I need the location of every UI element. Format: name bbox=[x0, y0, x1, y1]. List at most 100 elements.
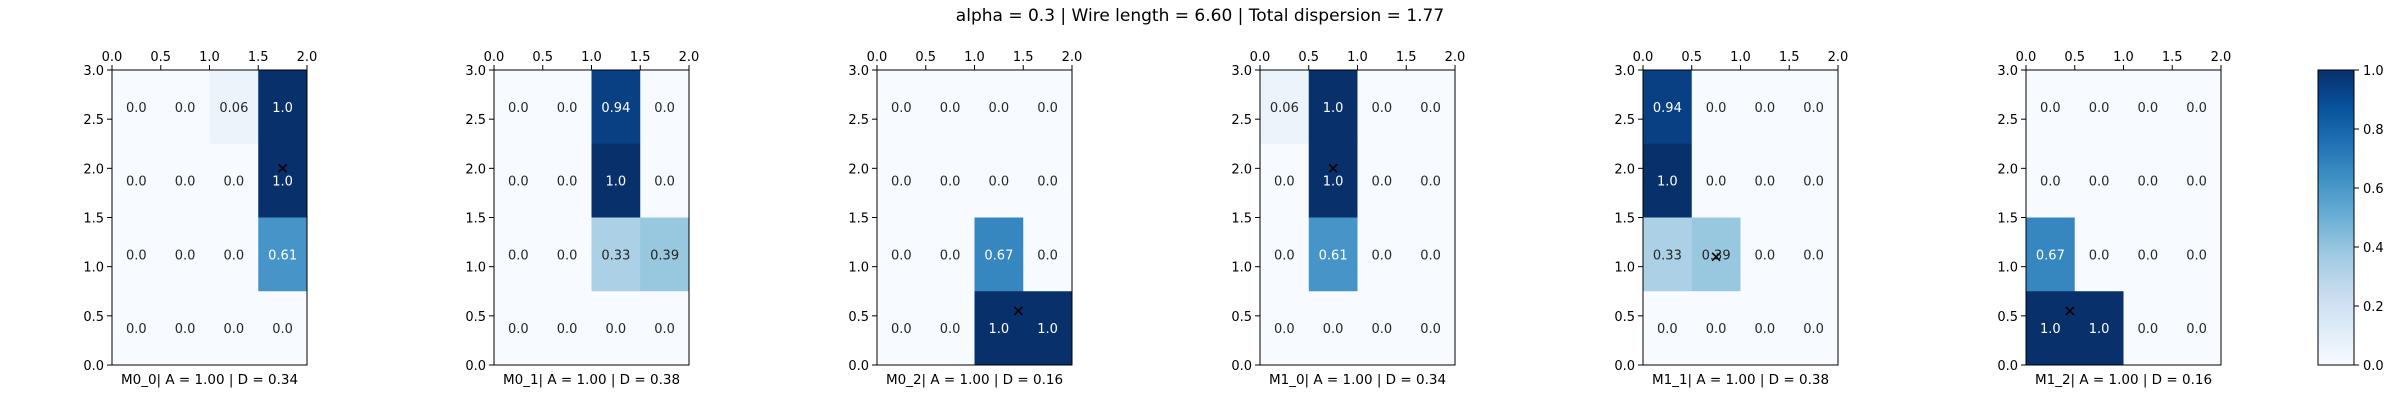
cell-value-label: 0.0 bbox=[891, 175, 912, 190]
y-tick-label: 3.0 bbox=[848, 64, 869, 79]
heatmap-cell bbox=[2026, 70, 2076, 145]
x-tick-label: 1.0 bbox=[1347, 50, 1368, 65]
cell-value-label: 0.39 bbox=[650, 248, 679, 263]
cell-value-label: 0.0 bbox=[508, 248, 529, 263]
cell-value-label: 0.0 bbox=[126, 175, 147, 190]
y-tick-label: 3.0 bbox=[83, 64, 104, 79]
panel-caption: M0_0| A = 1.00 | D = 0.34 bbox=[121, 372, 298, 388]
heatmap-cell bbox=[209, 217, 259, 292]
colorbar-tick-label: 0.0 bbox=[2363, 359, 2384, 374]
heatmap-cell bbox=[258, 291, 308, 366]
cell-value-label: 0.0 bbox=[989, 175, 1010, 190]
heatmap-cell bbox=[640, 291, 690, 366]
y-tick-label: 3.0 bbox=[1997, 64, 2018, 79]
heatmap-cell bbox=[1308, 70, 1358, 145]
cell-value-label: 0.0 bbox=[224, 175, 245, 190]
cell-value-label: 0.0 bbox=[1274, 175, 1295, 190]
x-tick-label: 1.0 bbox=[2113, 50, 2134, 65]
x-tick-label: 0.5 bbox=[1298, 50, 1319, 65]
cell-value-label: 1.0 bbox=[1657, 175, 1678, 190]
x-tick-label: 1.5 bbox=[1396, 50, 1417, 65]
cell-value-label: 0.0 bbox=[1372, 101, 1393, 116]
y-tick-label: 0.0 bbox=[1997, 359, 2018, 374]
heatmap-cell bbox=[1260, 217, 1310, 292]
cell-value-label: 0.0 bbox=[557, 175, 578, 190]
heatmap-cell bbox=[640, 217, 690, 292]
heatmap-panel: 0.0 0.0 0.06 1.0 0.0 0.0 0.0 1.0 0.0 0.0 0.0 0.61 0.… bbox=[83, 50, 317, 388]
heatmap-cell bbox=[1308, 291, 1358, 366]
heatmap-cell bbox=[1406, 70, 1456, 145]
heatmap-cell bbox=[1406, 291, 1456, 366]
cell-value-label: 0.94 bbox=[601, 101, 630, 116]
x-marker bbox=[278, 163, 288, 173]
cell-value-label: 0.0 bbox=[1372, 248, 1393, 263]
cell-value-label: 0.0 bbox=[891, 322, 912, 337]
x-tick-label: 0.0 bbox=[1633, 50, 1654, 65]
y-tick-label: 2.5 bbox=[848, 113, 869, 128]
heatmap-cell bbox=[2123, 143, 2173, 218]
x-tick-label: 0.0 bbox=[2016, 50, 2037, 65]
x-tick-label: 0.0 bbox=[484, 50, 505, 65]
cell-value-label: 0.06 bbox=[219, 101, 248, 116]
heatmap-cell bbox=[1691, 70, 1741, 145]
x-tick-label: 0.5 bbox=[150, 50, 171, 65]
y-tick-label: 1.5 bbox=[848, 212, 869, 227]
cell-value-label: 0.0 bbox=[1037, 175, 1058, 190]
heatmap-cell bbox=[494, 70, 544, 145]
heatmap-cell bbox=[1740, 143, 1790, 218]
y-tick-label: 2.5 bbox=[1231, 113, 1252, 128]
cell-value-label: 0.0 bbox=[1755, 248, 1776, 263]
heatmap-cell bbox=[1740, 291, 1790, 366]
y-tick-label: 1.0 bbox=[83, 261, 104, 276]
heatmap-cell bbox=[1357, 70, 1407, 145]
heatmap-panel: 0.0 0.0 0.0 0.0 0.0 0.0 0.0 0.0 0.0 0.0 0.67 0.0 0.0… bbox=[848, 50, 1082, 388]
heatmap-cell bbox=[1357, 291, 1407, 366]
cell-value-label: 0.0 bbox=[557, 322, 578, 337]
cell-value-label: 0.0 bbox=[2089, 101, 2110, 116]
x-tick-label: 2.0 bbox=[1828, 50, 1849, 65]
x-tick-label: 2.0 bbox=[1062, 50, 1083, 65]
heatmap-cell bbox=[1023, 70, 1073, 145]
heatmap-cell bbox=[2026, 143, 2076, 218]
heatmap-panel: 0.06 1.0 0.0 0.0 0.0 1.0 0.0 0.0 0.0 0.61 0.0 0.0 0.… bbox=[1231, 50, 1465, 388]
x-tick-label: 1.5 bbox=[1779, 50, 1800, 65]
cell-value-label: 0.0 bbox=[2186, 101, 2207, 116]
cell-value-label: 1.0 bbox=[989, 322, 1010, 337]
heatmap-cell bbox=[542, 143, 592, 218]
heatmap-cell bbox=[160, 217, 210, 292]
panel-caption: M1_2| A = 1.00 | D = 0.16 bbox=[2035, 372, 2212, 388]
heatmap-cell bbox=[974, 291, 1024, 366]
cell-value-label: 0.0 bbox=[2186, 175, 2207, 190]
heatmap-cell bbox=[494, 143, 544, 218]
y-tick-label: 1.5 bbox=[1614, 212, 1635, 227]
heatmap-cell bbox=[160, 70, 210, 145]
x-marker bbox=[1328, 163, 1338, 173]
heatmap-cell bbox=[925, 143, 975, 218]
x-tick-label: 1.5 bbox=[630, 50, 651, 65]
heatmap-cell bbox=[925, 217, 975, 292]
colorbar-tick-label: 0.4 bbox=[2363, 241, 2384, 256]
heatmap-cell bbox=[542, 70, 592, 145]
x-tick-label: 0.5 bbox=[532, 50, 553, 65]
heatmap-cell bbox=[640, 70, 690, 145]
cell-value-label: 0.0 bbox=[940, 248, 961, 263]
cell-value-label: 0.0 bbox=[606, 322, 627, 337]
x-tick-label: 1.5 bbox=[1013, 50, 1034, 65]
cell-value-label: 0.0 bbox=[1323, 322, 1344, 337]
heatmap-cell bbox=[542, 291, 592, 366]
heatmap-cell bbox=[258, 217, 308, 292]
cell-value-label: 0.0 bbox=[1755, 101, 1776, 116]
heatmap-cell bbox=[542, 217, 592, 292]
y-tick-label: 1.0 bbox=[848, 261, 869, 276]
y-tick-label: 0.0 bbox=[848, 359, 869, 374]
y-tick-label: 0.5 bbox=[83, 310, 104, 325]
y-tick-label: 2.0 bbox=[465, 162, 486, 177]
heatmap-cell bbox=[1691, 291, 1741, 366]
heatmap-cell bbox=[1691, 217, 1741, 292]
cell-value-label: 0.0 bbox=[940, 101, 961, 116]
cell-value-label: 0.0 bbox=[1274, 248, 1295, 263]
heatmap-cell bbox=[1260, 291, 1310, 366]
heatmap-cell bbox=[2123, 291, 2173, 366]
cell-value-label: 0.0 bbox=[126, 248, 147, 263]
cell-value-label: 0.0 bbox=[1420, 175, 1441, 190]
